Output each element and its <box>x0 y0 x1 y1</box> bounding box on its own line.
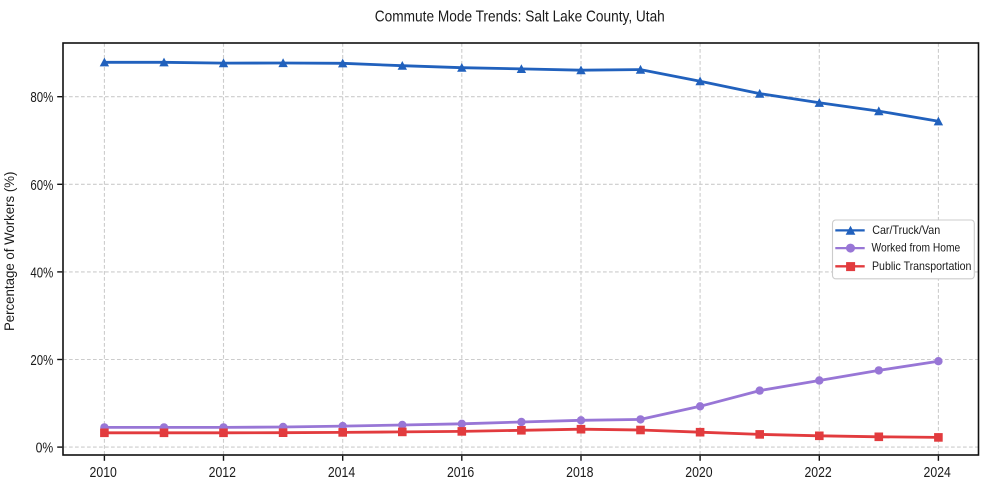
svg-text:2024: 2024 <box>924 465 951 481</box>
svg-text:2010: 2010 <box>90 465 117 481</box>
svg-text:Public Transportation: Public Transportation <box>872 259 971 273</box>
svg-text:2022: 2022 <box>804 465 831 481</box>
svg-text:80%: 80% <box>30 90 53 106</box>
svg-text:40%: 40% <box>30 265 53 281</box>
svg-text:2014: 2014 <box>328 465 355 481</box>
svg-text:Percentage of Workers (%): Percentage of Workers (%) <box>2 172 17 331</box>
svg-text:Commute Mode Trends: Salt Lake: Commute Mode Trends: Salt Lake County, U… <box>375 9 665 26</box>
svg-text:2018: 2018 <box>566 465 593 481</box>
svg-text:Car/Truck/Van: Car/Truck/Van <box>872 223 940 237</box>
svg-text:2016: 2016 <box>447 465 474 481</box>
svg-text:0%: 0% <box>36 441 54 457</box>
svg-text:Worked from Home: Worked from Home <box>872 241 961 255</box>
svg-text:2012: 2012 <box>209 465 236 481</box>
svg-text:2020: 2020 <box>685 465 712 481</box>
svg-text:20%: 20% <box>30 353 53 369</box>
svg-text:60%: 60% <box>30 178 53 194</box>
